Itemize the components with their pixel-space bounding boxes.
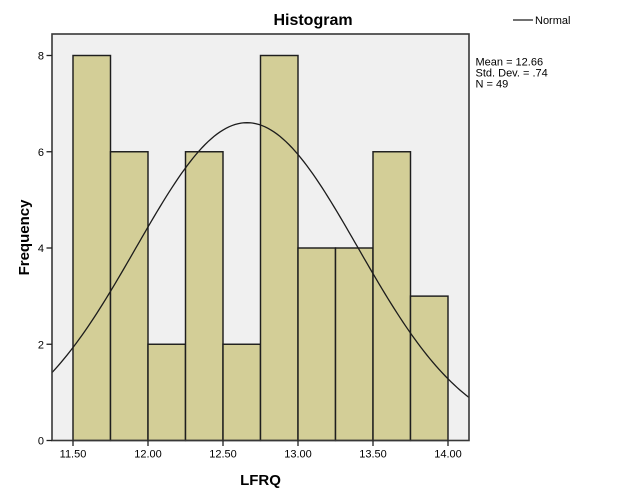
svg-text:4: 4	[38, 243, 44, 255]
svg-text:0: 0	[38, 436, 44, 448]
svg-text:Normal: Normal	[535, 15, 570, 27]
svg-text:Frequency: Frequency	[16, 199, 33, 276]
svg-text:12.00: 12.00	[134, 449, 162, 461]
svg-text:11.50: 11.50	[60, 449, 87, 461]
svg-text:N = 49: N = 49	[476, 79, 509, 91]
svg-text:13.50: 13.50	[359, 449, 387, 461]
svg-text:Mean = 12.66: Mean = 12.66	[476, 57, 544, 69]
svg-text:Histogram: Histogram	[273, 12, 352, 29]
svg-text:8: 8	[38, 51, 44, 63]
svg-text:LFRQ: LFRQ	[240, 472, 281, 489]
svg-text:13.00: 13.00	[284, 449, 312, 461]
svg-text:2: 2	[38, 339, 44, 351]
svg-text:6: 6	[38, 147, 44, 159]
svg-text:12.50: 12.50	[209, 449, 237, 461]
svg-text:Std. Dev. = .74: Std. Dev. = .74	[476, 68, 548, 80]
svg-text:14.00: 14.00	[434, 449, 462, 461]
